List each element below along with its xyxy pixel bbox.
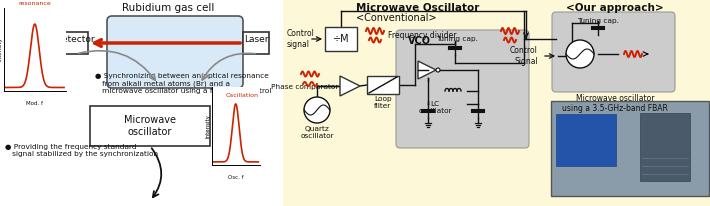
Text: Detector: Detector <box>55 35 95 44</box>
Bar <box>62 32 88 54</box>
Text: Microwave Oscillator: Microwave Oscillator <box>356 3 479 13</box>
Circle shape <box>436 68 440 72</box>
Text: Oscillation: Oscillation <box>225 93 258 98</box>
FancyBboxPatch shape <box>396 30 529 148</box>
Text: VCO: VCO <box>408 36 431 46</box>
Bar <box>90 106 210 146</box>
Circle shape <box>304 97 330 123</box>
Circle shape <box>566 40 594 68</box>
Bar <box>283 0 710 206</box>
Text: Quartz
oscillator: Quartz oscillator <box>300 126 334 139</box>
Text: <Our approach>: <Our approach> <box>566 3 664 13</box>
Bar <box>556 114 616 166</box>
Text: Loop
filter: Loop filter <box>374 96 392 109</box>
Bar <box>325 27 357 51</box>
Text: Atomic
resonance: Atomic resonance <box>18 0 51 6</box>
Text: Osc. f: Osc. f <box>228 175 244 180</box>
Bar <box>640 113 690 181</box>
Text: Control
signal: Control signal <box>287 29 315 49</box>
Text: Phase comparator: Phase comparator <box>271 84 338 90</box>
Text: Microwave
oscillator: Microwave oscillator <box>124 115 176 137</box>
Polygon shape <box>418 61 436 79</box>
Y-axis label: Intensity: Intensity <box>0 37 2 61</box>
Text: Tuning cap.: Tuning cap. <box>577 18 619 24</box>
Text: Rubidium gas cell: Rubidium gas cell <box>122 3 214 13</box>
Text: Laser: Laser <box>244 35 268 44</box>
FancyBboxPatch shape <box>552 12 675 92</box>
Text: LC
oscillator: LC oscillator <box>418 101 452 114</box>
FancyBboxPatch shape <box>107 16 243 88</box>
Text: Mod. f: Mod. f <box>26 101 43 107</box>
Text: Tuning cap.: Tuning cap. <box>436 36 478 42</box>
Text: ÷M: ÷M <box>333 34 349 44</box>
Text: ● Providing the frequency standard
   signal stabilized by the synchronization: ● Providing the frequency standard signa… <box>5 144 158 157</box>
Text: Microwave oscillator
using a 3.5-GHz-band FBAR: Microwave oscillator using a 3.5-GHz-ban… <box>562 94 668 113</box>
Text: Frequency divider: Frequency divider <box>388 30 457 40</box>
Bar <box>243 32 269 54</box>
Bar <box>367 76 399 94</box>
Y-axis label: Intensity: Intensity <box>205 114 210 138</box>
Bar <box>551 101 709 196</box>
Text: <Conventional>: <Conventional> <box>356 13 437 23</box>
Polygon shape <box>340 76 360 96</box>
Text: Control
Signal: Control Signal <box>510 46 538 66</box>
Text: ● Synchronizing between an optical resonance
   from alkali metal atoms (Br) and: ● Synchronizing between an optical reson… <box>95 73 271 94</box>
